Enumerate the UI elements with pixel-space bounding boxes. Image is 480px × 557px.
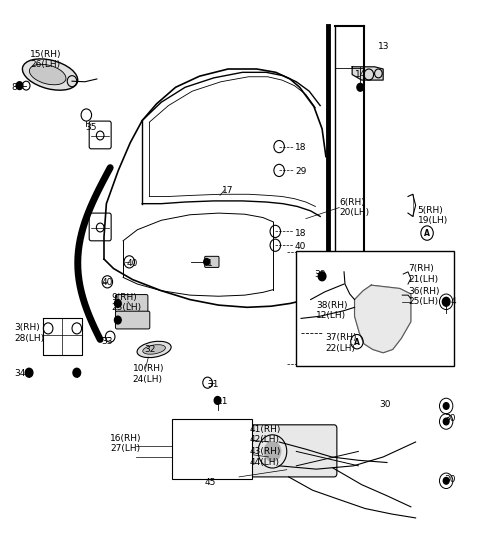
Text: 40: 40 (295, 242, 306, 251)
FancyBboxPatch shape (296, 251, 454, 366)
Text: 40: 40 (126, 259, 138, 268)
Text: 29: 29 (295, 167, 306, 176)
Text: 2: 2 (73, 369, 79, 378)
FancyBboxPatch shape (116, 295, 148, 312)
Text: 10(RH)
24(LH): 10(RH) 24(LH) (132, 364, 164, 384)
Text: 43(RH)
44(LH): 43(RH) 44(LH) (250, 447, 281, 467)
Circle shape (444, 477, 449, 484)
Text: 22(LH): 22(LH) (325, 344, 355, 353)
Text: 39: 39 (314, 270, 325, 278)
Circle shape (444, 418, 449, 425)
Text: 45: 45 (204, 478, 216, 487)
Text: 30: 30 (379, 400, 391, 409)
FancyBboxPatch shape (204, 256, 219, 267)
Text: 9(RH)
23(LH): 9(RH) 23(LH) (111, 292, 141, 312)
Text: 34: 34 (15, 369, 26, 378)
Text: 4: 4 (451, 297, 456, 306)
Text: 30: 30 (444, 414, 456, 423)
Circle shape (318, 272, 326, 281)
FancyBboxPatch shape (89, 121, 111, 149)
Ellipse shape (137, 341, 171, 358)
Text: 33: 33 (102, 336, 113, 346)
FancyBboxPatch shape (89, 213, 111, 241)
Text: 1: 1 (206, 259, 212, 268)
Text: 35: 35 (85, 123, 96, 132)
Text: 5(RH)
19(LH): 5(RH) 19(LH) (418, 206, 448, 225)
Circle shape (444, 403, 449, 409)
Text: 31: 31 (207, 380, 219, 389)
Ellipse shape (143, 345, 166, 354)
FancyBboxPatch shape (172, 419, 252, 479)
Text: 15(RH)
26(LH): 15(RH) 26(LH) (30, 50, 61, 69)
Circle shape (73, 368, 81, 377)
Text: 11: 11 (217, 397, 228, 406)
Text: 14: 14 (355, 70, 366, 79)
Ellipse shape (29, 64, 66, 85)
Circle shape (357, 84, 364, 91)
Ellipse shape (23, 59, 78, 90)
Text: 41(RH)
42(LH): 41(RH) 42(LH) (250, 425, 281, 444)
Text: 8: 8 (11, 83, 17, 92)
Text: 37(RH): 37(RH) (325, 333, 357, 343)
FancyBboxPatch shape (116, 311, 150, 329)
Polygon shape (352, 67, 383, 80)
Text: 18: 18 (295, 143, 306, 152)
Text: 18: 18 (295, 228, 306, 237)
FancyBboxPatch shape (224, 425, 337, 477)
Text: 38(RH)
12(LH): 38(RH) 12(LH) (316, 301, 348, 320)
Text: 30: 30 (444, 475, 456, 483)
Text: A: A (424, 229, 430, 238)
Circle shape (16, 82, 23, 90)
Text: A: A (354, 338, 360, 347)
Text: 3(RH)
28(LH): 3(RH) 28(LH) (15, 323, 45, 343)
Text: 32: 32 (144, 345, 156, 354)
Circle shape (115, 316, 121, 324)
Circle shape (264, 442, 281, 461)
Circle shape (25, 368, 33, 377)
Polygon shape (355, 285, 411, 353)
Text: 40: 40 (102, 278, 113, 287)
Text: 17: 17 (222, 187, 233, 196)
Text: 13: 13 (378, 42, 390, 51)
Text: 6(RH)
20(LH): 6(RH) 20(LH) (339, 198, 370, 217)
Text: 36(RH)
25(LH): 36(RH) 25(LH) (408, 286, 440, 306)
Circle shape (214, 397, 221, 404)
Circle shape (115, 300, 121, 307)
Circle shape (204, 258, 209, 265)
Circle shape (443, 297, 450, 306)
Text: 7(RH)
21(LH): 7(RH) 21(LH) (408, 265, 438, 284)
Text: 16(RH)
27(LH): 16(RH) 27(LH) (110, 434, 142, 453)
